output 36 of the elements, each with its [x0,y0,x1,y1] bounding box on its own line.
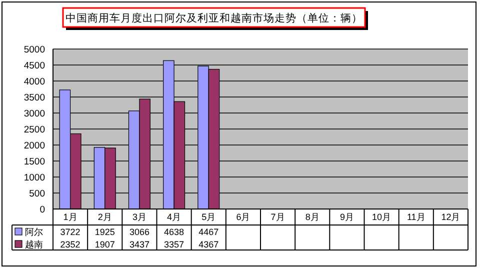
x-tick-label: 12月 [441,212,460,222]
x-tick-label: 1月 [63,212,78,222]
x-tick-label: 4月 [167,212,182,222]
x-tick-label: 10月 [372,212,392,222]
data-label: 3357 [164,240,184,250]
chart-title: 中国商用车月度出口阿尔及利亚和越南市场走势（单位：辆） [66,12,362,24]
y-tick-label: 2500 [24,124,45,136]
x-tick-label: 2月 [98,212,112,222]
x-tick-label: 11月 [406,212,426,222]
y-tick-label: 4000 [24,76,45,88]
y-tick-label: 1500 [24,156,45,168]
y-tick-label: 500 [29,188,45,200]
data-label: 1925 [94,227,115,237]
y-tick-label: 3500 [24,92,45,104]
x-tick-label: 6月 [236,212,250,222]
data-label: 3437 [129,240,150,250]
x-tick-label: 3月 [132,212,146,222]
data-label: 4467 [198,227,219,237]
x-tick-label: 7月 [270,212,285,222]
legend-label: 越南 [25,240,43,250]
legend-label: 阿尔 [25,227,43,237]
x-tick-label: 5月 [202,212,216,222]
y-tick-label: 3000 [24,108,45,120]
data-label: 3722 [60,227,80,237]
data-label: 1907 [94,240,115,250]
y-tick-label: 5000 [24,44,45,56]
data-label: 2352 [60,240,80,250]
y-tick-label: 1000 [24,172,45,184]
x-tick-label: 9月 [340,212,354,222]
data-label: 4367 [198,240,219,250]
y-tick-label: 0 [40,204,45,216]
y-tick-label: 4500 [24,60,45,72]
data-label: 3066 [129,227,150,237]
x-tick-label: 8月 [305,212,320,222]
y-tick-label: 2000 [24,140,45,152]
data-label: 4638 [164,227,184,237]
